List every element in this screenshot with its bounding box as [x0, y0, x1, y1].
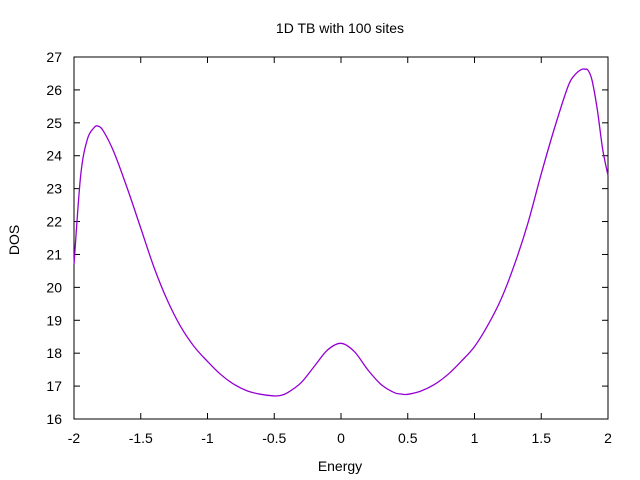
chart-title: 1D TB with 100 sites [276, 20, 404, 36]
y-tick-label: 16 [46, 411, 62, 427]
x-tick-label: -2 [68, 430, 81, 446]
y-tick-label: 27 [46, 49, 62, 65]
y-tick-label: 18 [46, 345, 62, 361]
x-axis: -2 -1.5 -1 -0.5 0 0.5 1 1.5 2 [68, 57, 612, 446]
series-line-dos [73, 68, 609, 397]
x-tick-label: -1 [201, 430, 214, 446]
y-tick-label: 26 [46, 82, 62, 98]
y-tick-label: 20 [46, 279, 62, 295]
y-axis-label: DOS [6, 225, 22, 255]
x-tick-label: 0.5 [398, 430, 418, 446]
y-axis: 16 17 18 19 20 21 22 23 24 25 26 27 [46, 49, 608, 427]
x-tick-label: -1.5 [129, 430, 153, 446]
y-tick-label: 17 [46, 378, 62, 394]
y-tick-label: 25 [46, 115, 62, 131]
y-tick-label: 23 [46, 181, 62, 197]
y-tick-label: 24 [46, 148, 62, 164]
x-axis-label: Energy [318, 458, 362, 474]
y-tick-label: 19 [46, 312, 62, 328]
x-tick-label: -0.5 [262, 430, 286, 446]
y-tick-label: 21 [46, 246, 62, 262]
x-tick-label: 0 [337, 430, 345, 446]
x-tick-label: 2 [604, 430, 612, 446]
y-tick-label: 22 [46, 214, 62, 230]
plot-frame [73, 56, 609, 420]
x-tick-label: 1 [471, 430, 479, 446]
x-tick-label: 1.5 [532, 430, 552, 446]
